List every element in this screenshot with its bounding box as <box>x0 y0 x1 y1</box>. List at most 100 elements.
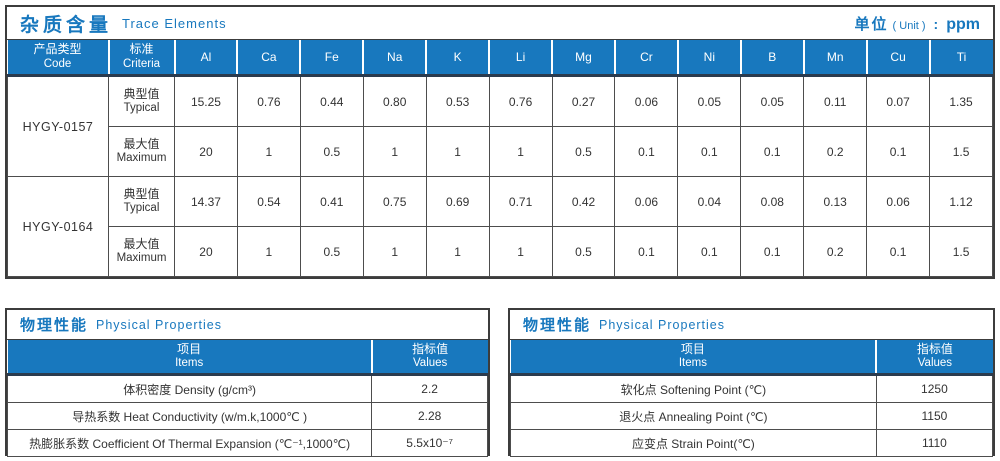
column-header-criteria: 标准 Criteria <box>107 40 175 77</box>
unit-label-zh: 单位 <box>854 15 889 33</box>
element-header-li: Li <box>488 40 553 77</box>
value-mn: 0.2 <box>803 226 868 277</box>
value-ca: 1 <box>236 126 301 177</box>
table-row: 退火点 Annealing Point (℃) 1150 <box>510 402 994 430</box>
trace-elements-panel: 杂质含量 Trace Elements 单位 ( Unit ) : ppm 产品… <box>5 5 995 279</box>
property-value: 1250 <box>875 374 994 403</box>
value-mg: 0.5 <box>551 126 616 177</box>
value-fe: 0.44 <box>299 75 364 127</box>
column-header-code: 产品类型 Code <box>7 40 109 77</box>
value-li: 0.71 <box>488 176 553 227</box>
physical-right-title-en: Physical Properties <box>599 317 726 332</box>
value-cu: 0.07 <box>866 75 931 127</box>
trace-elements-title-zh: 杂质含量 <box>20 14 113 36</box>
trace-elements-table: 产品类型 Code 标准 Criteria Al Ca Fe Na K Li Mg Cr Ni B… <box>7 40 993 277</box>
table-row: 导热系数 Heat Conductivity (w/m.k,1000℃ ) 2.2… <box>6 402 488 430</box>
property-value: 1150 <box>875 402 994 430</box>
trace-header-row: 产品类型 Code 标准 Criteria Al Ca Fe Na K Li Mg Cr Ni B… <box>7 40 993 77</box>
element-header-mn: Mn <box>802 40 867 77</box>
column-header-code-zh: 产品类型 <box>33 42 82 57</box>
physical-properties-table-right: 项目 Items 指标值 Values 软化点 Softening Point … <box>510 340 994 457</box>
value-cu: 0.1 <box>866 226 931 277</box>
column-header-items: 项目 Items <box>510 340 877 376</box>
value-na: 0.75 <box>362 176 427 227</box>
physical-right-title-bar: 物理性能 Physical Properties <box>510 310 993 340</box>
physical-left-body: 体积密度 Density (g/cm³) 2.2 导热系数 Heat Conduct… <box>6 374 488 457</box>
element-header-b: B <box>739 40 804 77</box>
unit-label-colon: : <box>933 15 939 32</box>
unit-value: ppm <box>946 15 980 33</box>
physical-right-title-zh: 物理性能 <box>523 317 592 334</box>
value-na: 0.80 <box>362 75 427 127</box>
value-fe: 0.5 <box>299 126 364 177</box>
element-header-cu: Cu <box>865 40 930 77</box>
value-na: 1 <box>362 226 427 277</box>
table-row: 最大值 Maximum 20 1 0.5 1 1 1 0.5 0.1 0.1 0.1 0.2 0.1 1.5 <box>8 226 993 277</box>
criteria-label-en: Typical <box>123 202 160 215</box>
property-item: 软化点 Softening Point (℃) <box>510 374 877 403</box>
column-header-values: 指标值 Values <box>370 340 488 376</box>
value-mg: 0.5 <box>551 226 616 277</box>
element-header-al: Al <box>173 40 238 77</box>
value-ca: 1 <box>236 226 301 277</box>
physical-properties-table-left: 项目 Items 指标值 Values 体积密度 Density (g/cm³)… <box>6 340 488 457</box>
value-k: 1 <box>425 226 490 277</box>
criteria-label: 最大值 Maximum <box>108 226 175 277</box>
value-cr: 0.1 <box>614 126 679 177</box>
value-na: 1 <box>362 126 427 177</box>
criteria-label: 典型值 Typical <box>108 75 175 127</box>
product-code: HYGY-0164 <box>7 176 109 277</box>
unit-label-paren: ( Unit ) <box>892 19 926 32</box>
element-header-ti: Ti <box>928 40 993 77</box>
property-item: 应变点 Strain Point(℃) <box>510 429 877 457</box>
value-cu: 0.06 <box>866 176 931 227</box>
criteria-label-en: Maximum <box>116 252 167 265</box>
value-li: 1 <box>488 126 553 177</box>
value-ni: 0.05 <box>677 75 742 127</box>
table-row: 体积密度 Density (g/cm³) 2.2 <box>6 374 488 403</box>
physical-right-body: 软化点 Softening Point (℃) 1250 退火点 Annealing… <box>510 374 994 457</box>
unit-label: 单位 ( Unit ) : ppm <box>855 13 980 34</box>
trace-elements-title-bar: 杂质含量 Trace Elements 单位 ( Unit ) : ppm <box>7 7 993 40</box>
criteria-label-zh: 最大值 <box>123 236 160 251</box>
value-cu: 0.1 <box>866 126 931 177</box>
value-fe: 0.41 <box>299 176 364 227</box>
value-fe: 0.5 <box>299 226 364 277</box>
value-b: 0.1 <box>740 126 805 177</box>
property-value: 2.28 <box>371 402 488 430</box>
column-header-items-en: Items <box>678 357 707 370</box>
criteria-label-zh: 典型值 <box>123 86 160 101</box>
column-header-values-zh: 指标值 <box>916 341 953 356</box>
value-mn: 0.11 <box>803 75 868 127</box>
column-header-criteria-zh: 标准 <box>129 42 154 57</box>
trace-table-body: HYGY-0157 典型值 Typical 15.25 0.76 0.44 0.80 0.53… <box>7 75 993 277</box>
value-k: 1 <box>425 126 490 177</box>
table-row: 最大值 Maximum 20 1 0.5 1 1 1 0.5 0.1 0.1 0.1 0.2 0.1 1.5 <box>8 126 993 177</box>
column-header-items-zh: 项目 <box>680 341 705 356</box>
value-mn: 0.13 <box>803 176 868 227</box>
value-cr: 0.1 <box>614 226 679 277</box>
physical-left-title-en: Physical Properties <box>96 317 223 332</box>
column-header-items: 项目 Items <box>7 340 372 376</box>
element-header-ca: Ca <box>236 40 301 77</box>
column-header-items-en: Items <box>175 357 204 370</box>
table-row: HYGY-0157 典型值 Typical 15.25 0.76 0.44 0.80 0.53… <box>7 75 993 177</box>
physical-properties-panel-left: 物理性能 Physical Properties 项目 Items 指标值 Va… <box>5 308 490 457</box>
value-al: 20 <box>174 126 238 177</box>
value-al: 20 <box>174 226 238 277</box>
value-ti: 1.5 <box>929 126 993 177</box>
value-mg: 0.27 <box>551 75 616 127</box>
value-ca: 0.76 <box>236 75 301 127</box>
criteria-label-zh: 典型值 <box>123 186 160 201</box>
table-row: 应变点 Strain Point(℃) 1110 <box>510 429 994 457</box>
value-ca: 0.54 <box>236 176 301 227</box>
value-mn: 0.2 <box>803 126 868 177</box>
property-value: 1110 <box>875 429 994 457</box>
property-value: 5.5x10⁻⁷ <box>371 429 488 457</box>
physical-left-title-bar: 物理性能 Physical Properties <box>7 310 488 340</box>
value-li: 1 <box>488 226 553 277</box>
column-header-values-en: Values <box>917 357 953 370</box>
element-header-k: K <box>425 40 490 77</box>
value-ni: 0.1 <box>677 226 742 277</box>
value-al: 15.25 <box>174 75 238 127</box>
